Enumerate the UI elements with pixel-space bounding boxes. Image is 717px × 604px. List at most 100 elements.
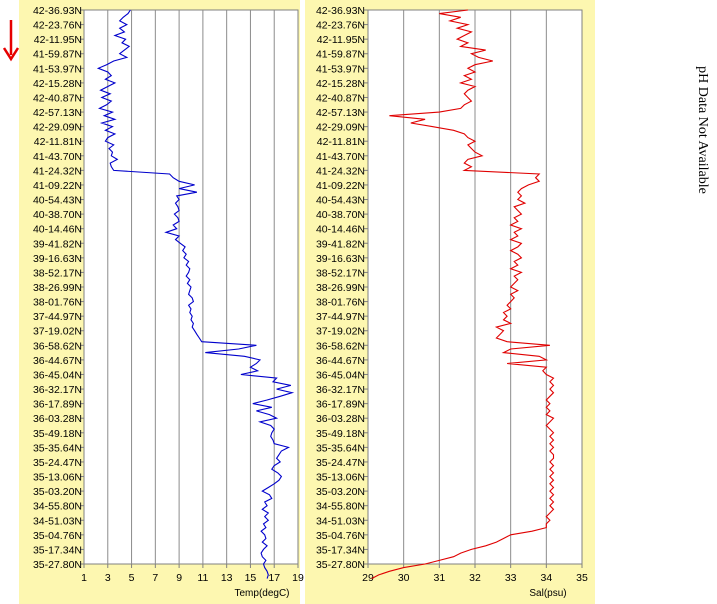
y-tick-label: 34-55.80N — [316, 501, 365, 513]
y-tick-label: 38-52.17N — [33, 267, 82, 279]
y-tick-label: 36-45.04N — [316, 369, 365, 381]
y-tick-label: 35-17.34N — [33, 544, 82, 556]
x-axis-title: Sal(psu) — [529, 588, 566, 599]
y-tick-label: 35-03.20N — [316, 486, 365, 498]
y-tick-label: 39-16.63N — [316, 253, 365, 265]
y-tick-label: 38-01.76N — [33, 297, 82, 309]
y-tick-label: 38-26.99N — [33, 282, 82, 294]
y-tick-label: 38-01.76N — [316, 297, 365, 309]
x-tick-label: 11 — [197, 572, 208, 584]
y-tick-label: 42-29.09N — [33, 122, 82, 134]
y-tick-label: 35-27.80N — [33, 559, 82, 571]
x-tick-label: 31 — [433, 572, 445, 584]
y-tick-label: 42-23.76N — [33, 20, 82, 32]
y-tick-label: 35-24.47N — [33, 457, 82, 469]
y-tick-label: 35-35.64N — [316, 442, 365, 454]
y-tick-label: 35-49.18N — [33, 428, 82, 440]
y-tick-label: 41-59.87N — [33, 49, 82, 61]
y-tick-label: 36-03.28N — [33, 413, 82, 425]
x-tick-label: 17 — [268, 572, 280, 584]
y-tick-label: 41-59.87N — [316, 49, 365, 61]
y-tick-label: 41-09.22N — [316, 180, 365, 192]
y-tick-label: 40-38.70N — [316, 209, 365, 221]
y-tick-label: 42-11.95N — [317, 34, 365, 46]
y-tick-label: 38-26.99N — [316, 282, 365, 294]
y-tick-label: 42-36.93N — [33, 5, 82, 17]
y-tick-label: 36-32.17N — [33, 384, 82, 396]
y-tick-label: 42-15.28N — [316, 78, 365, 90]
down-arrow-icon — [2, 20, 20, 62]
temp-profile-line — [96, 9, 295, 579]
y-tick-label: 35-13.06N — [33, 472, 82, 484]
y-tick-label: 38-52.17N — [316, 267, 365, 279]
y-tick-label: 40-54.43N — [33, 195, 82, 207]
x-tick-label: 30 — [398, 572, 410, 584]
y-tick-label: 42-29.09N — [316, 122, 365, 134]
y-tick-label: 41-43.70N — [33, 151, 82, 163]
y-tick-label: 39-41.82N — [316, 238, 365, 250]
y-tick-label: 40-54.43N — [316, 195, 365, 207]
ph-unavailable-note: pH Data Not Available — [695, 66, 710, 194]
y-tick-label: 36-58.62N — [316, 340, 365, 352]
x-tick-label: 13 — [221, 572, 233, 584]
y-tick-label: 36-58.62N — [33, 340, 82, 352]
x-tick-label: 35 — [576, 572, 588, 584]
y-tick-label: 42-23.76N — [316, 20, 365, 32]
x-axis-title: Temp(degC) — [234, 588, 289, 599]
y-tick-label: 42-11.95N — [34, 34, 82, 46]
y-tick-label: 42-15.28N — [33, 78, 82, 90]
y-tick-label: 37-44.97N — [316, 311, 365, 323]
y-tick-label: 37-19.02N — [316, 326, 365, 338]
y-tick-label: 36-17.89N — [33, 399, 82, 411]
x-tick-label: 5 — [129, 572, 135, 584]
y-tick-label: 36-17.89N — [316, 399, 365, 411]
y-tick-label: 42-36.93N — [316, 5, 365, 17]
x-tick-label: 1 — [81, 572, 87, 584]
y-tick-label: 42-40.87N — [316, 92, 365, 104]
y-tick-label: 40-14.46N — [316, 224, 365, 236]
x-tick-label: 3 — [105, 572, 111, 584]
y-tick-label: 41-53.97N — [316, 63, 365, 75]
y-tick-label: 37-44.97N — [33, 311, 82, 323]
y-tick-label: 35-04.76N — [33, 530, 82, 542]
y-tick-label: 40-38.70N — [33, 209, 82, 221]
y-tick-label: 35-49.18N — [316, 428, 365, 440]
y-tick-label: 36-44.67N — [33, 355, 82, 367]
y-tick-label: 42-11.81N — [34, 136, 82, 148]
y-tick-label: 35-24.47N — [316, 457, 365, 469]
y-tick-label: 42-57.13N — [33, 107, 82, 119]
y-tick-label: 34-51.03N — [316, 515, 365, 527]
y-tick-label: 39-41.82N — [33, 238, 82, 250]
y-tick-label: 35-03.20N — [33, 486, 82, 498]
y-tick-label: 41-43.70N — [316, 151, 365, 163]
y-tick-label: 42-57.13N — [316, 107, 365, 119]
y-tick-label: 34-55.80N — [33, 501, 82, 513]
y-tick-label: 36-44.67N — [316, 355, 365, 367]
x-tick-label: 7 — [152, 572, 158, 584]
y-tick-label: 37-19.02N — [33, 326, 82, 338]
y-tick-label: 34-51.03N — [33, 515, 82, 527]
x-tick-label: 33 — [505, 572, 517, 584]
x-tick-label: 34 — [540, 572, 552, 584]
y-tick-label: 36-03.28N — [316, 413, 365, 425]
x-tick-label: 32 — [469, 572, 481, 584]
y-tick-label: 35-04.76N — [316, 530, 365, 542]
y-tick-label: 41-24.32N — [316, 165, 365, 177]
y-tick-label: 41-24.32N — [33, 165, 82, 177]
x-tick-label: 15 — [245, 572, 257, 584]
y-tick-label: 36-32.17N — [316, 384, 365, 396]
y-tick-label: 35-13.06N — [316, 472, 365, 484]
sal-profile-line — [371, 9, 555, 580]
y-tick-label: 42-40.87N — [33, 92, 82, 104]
y-tick-label: 35-17.34N — [316, 544, 365, 556]
y-tick-label: 42-11.81N — [317, 136, 365, 148]
y-tick-label: 35-35.64N — [33, 442, 82, 454]
x-tick-label: 19 — [292, 572, 304, 584]
y-tick-label: 40-14.46N — [33, 224, 82, 236]
y-tick-label: 39-16.63N — [33, 253, 82, 265]
y-tick-label: 35-27.80N — [316, 559, 365, 571]
y-tick-label: 41-09.22N — [33, 180, 82, 192]
x-tick-label: 29 — [362, 572, 374, 584]
